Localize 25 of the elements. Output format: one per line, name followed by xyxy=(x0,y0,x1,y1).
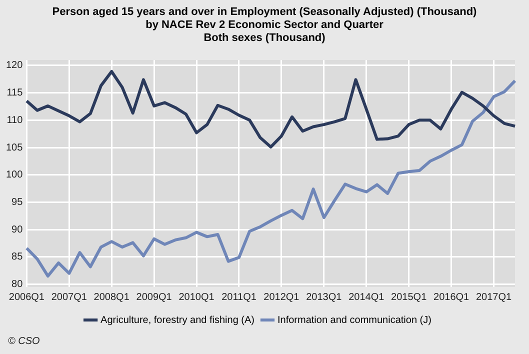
y-tick-label: 120 xyxy=(6,60,24,72)
y-tick-label: 110 xyxy=(6,114,24,126)
y-tick-label: 100 xyxy=(6,170,24,181)
x-tick-label: 2013Q1 xyxy=(306,292,342,303)
chart-title: Person aged 15 years and over in Employment (Seasonally Adjusted) (Thousand) by NACE Rev 2 Economic Sector and Quarter Both sexes (Thousand) xyxy=(51,6,478,45)
y-tick-label: 95 xyxy=(12,196,24,208)
y-tick-label: 90 xyxy=(12,224,24,236)
x-tick-label: 2011Q1 xyxy=(222,292,257,303)
text: © CSO xyxy=(8,336,40,347)
y-tick-label: 80 xyxy=(12,279,24,290)
legend-label: Information and communication (J) xyxy=(278,314,432,326)
x-tick-label: 2010Q1 xyxy=(178,292,215,303)
y-tick-label: 85 xyxy=(12,252,24,263)
y-tick-label: 115 xyxy=(6,88,24,99)
y-tick-label: 105 xyxy=(6,142,24,154)
legend-label: Agriculture, forestry and fishing (A) xyxy=(100,314,254,326)
x-tick-label: 2006Q1 xyxy=(8,292,45,303)
x-tick-label: 2017Q1 xyxy=(476,292,512,303)
x-tick-label: 2016Q1 xyxy=(434,292,470,303)
x-tick-label: 2009Q1 xyxy=(136,292,172,303)
x-tick-label: 2014Q1 xyxy=(348,292,385,303)
x-tick-label: 2007Q1 xyxy=(51,292,88,303)
x-tick-label: 2012Q1 xyxy=(264,292,300,303)
x-tick-label: 2015Q1 xyxy=(391,292,428,303)
x-tick-label: 2008Q1 xyxy=(94,292,130,303)
